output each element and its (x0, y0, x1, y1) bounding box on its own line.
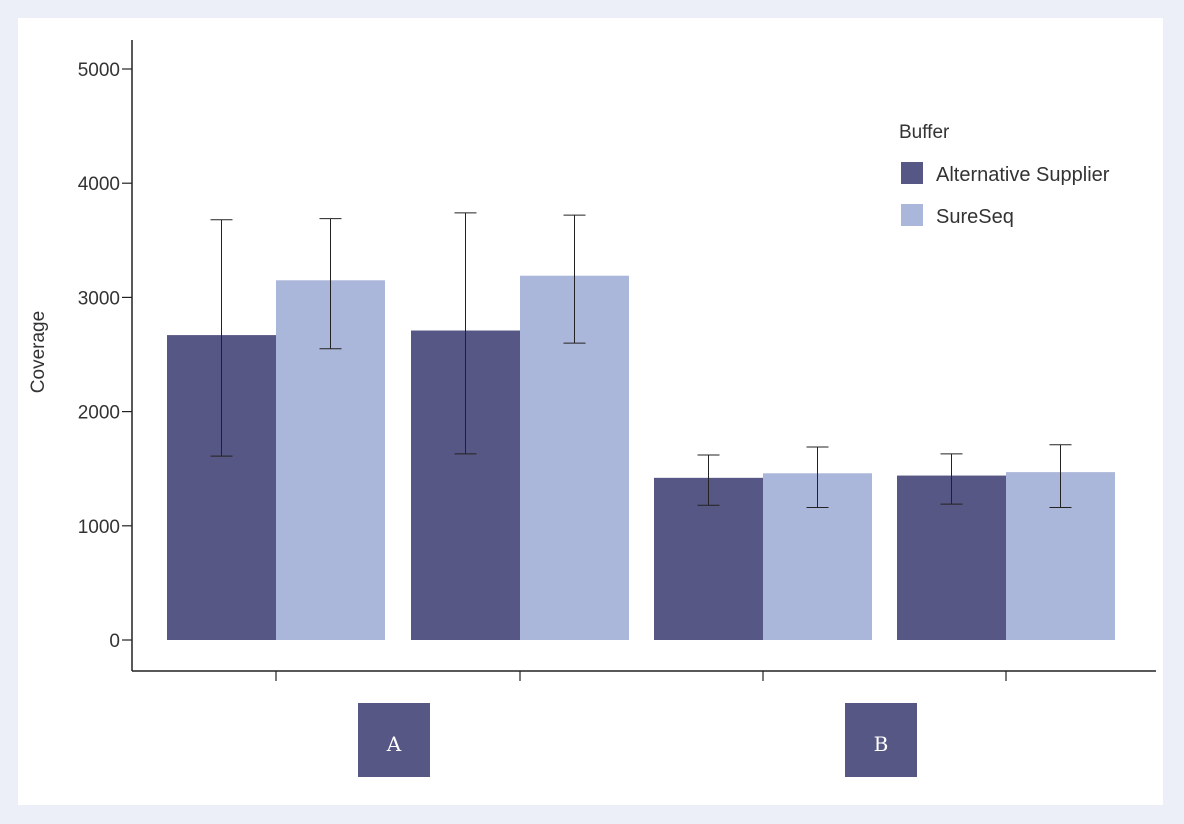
error-bar-alternative-supplier-2 (454, 212, 477, 455)
y-axis-label: Coverage (28, 311, 49, 393)
y-tick-label: 0 (109, 631, 120, 652)
error-bar-sureseq-4 (1049, 444, 1072, 509)
error-bar-sureseq-3 (806, 446, 829, 509)
legend-title: Buffer (899, 122, 950, 143)
group-label-b: B (845, 703, 917, 777)
y-tick-label: 4000 (78, 174, 120, 195)
y-tick-label: 2000 (78, 403, 120, 424)
group-label-text: A (386, 732, 402, 756)
bars-layer (167, 275, 1115, 640)
error-bar-sureseq-2 (563, 214, 586, 344)
legend-label-alternative-supplier: Alternative Supplier (936, 164, 1110, 186)
error-bar-sureseq-1 (319, 218, 342, 350)
legend-swatch-sureseq (901, 204, 923, 226)
legend-swatch-alternative-supplier (901, 162, 923, 184)
group-label-box (845, 703, 917, 777)
group-label-a: A (358, 703, 430, 777)
error-bar-alternative-supplier-4 (940, 453, 963, 505)
error-bar-alternative-supplier-3 (697, 454, 720, 506)
y-tick-label: 3000 (78, 288, 120, 309)
axes-layer: 0 1000 2000 3000 4000 5000 (78, 40, 1156, 681)
group-label-box (358, 703, 430, 777)
error-bars-layer (210, 212, 1072, 509)
y-tick-label: 5000 (78, 60, 120, 81)
legend: Buffer Alternative Supplier SureSeq (899, 122, 1110, 228)
legend-label-sureseq: SureSeq (936, 206, 1014, 228)
y-tick-label: 1000 (78, 517, 120, 538)
group-label-text: B (874, 732, 889, 756)
error-bar-alternative-supplier-1 (210, 219, 233, 457)
